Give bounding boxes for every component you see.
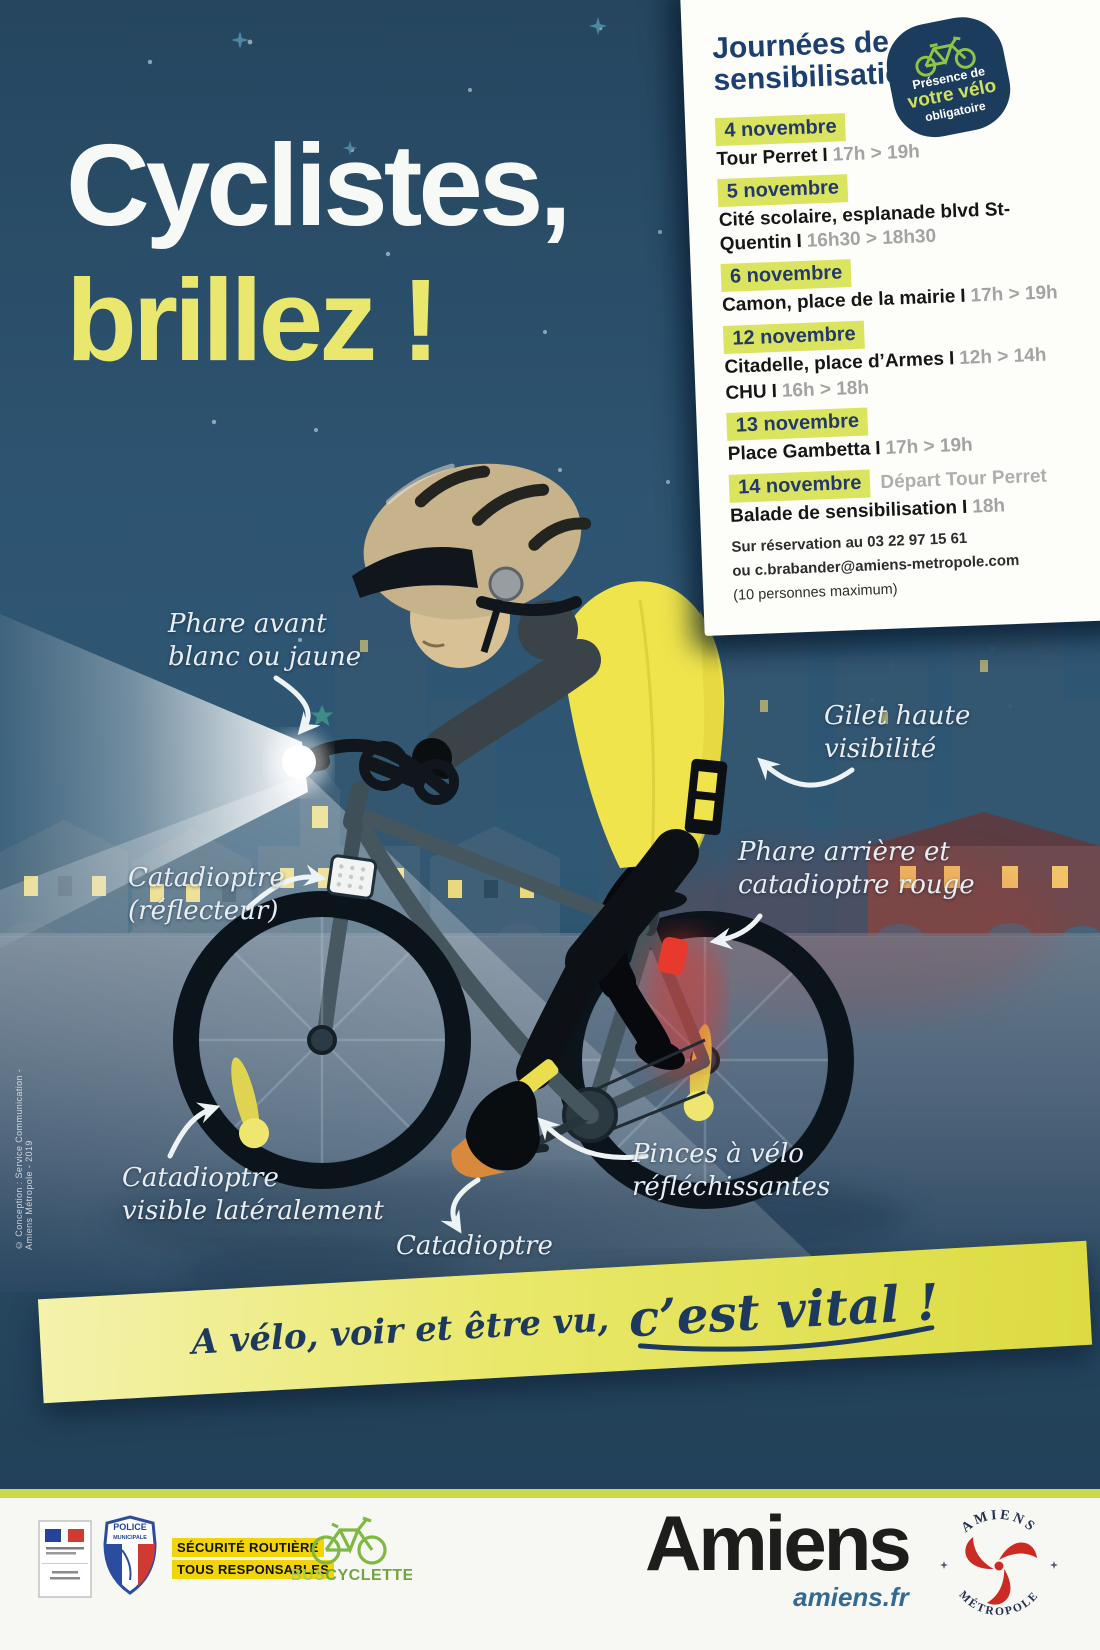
arrow-front-reflector <box>245 864 327 911</box>
front-wheel-reflector <box>231 1057 270 1149</box>
arrow-vest <box>757 757 855 788</box>
label-front-light: Phare avant blanc ou jaune <box>168 609 362 673</box>
event-list: 4 novembre Tour Perret I 17h > 19h 5 novem… <box>714 104 1100 528</box>
event-location: Tour Perret <box>716 145 818 170</box>
arrow-pedal-reflector <box>440 1177 481 1234</box>
label-side-reflector: Catadioptre visible latéralement <box>122 1163 384 1227</box>
credit-line: © Conception : Service Communication - A… <box>14 1068 34 1250</box>
cyclist-illustration <box>173 463 854 1209</box>
event-separator: I <box>874 438 881 460</box>
amiens-name: Amiens <box>645 1499 912 1587</box>
event-date: 5 novembre <box>717 174 849 208</box>
police-sublabel: MUNICIPALE <box>113 1535 147 1541</box>
metropole-star-left <box>940 1561 948 1569</box>
event-location: Balade de sensibilisation <box>729 496 958 527</box>
amiens-url: amiens.fr <box>793 1582 909 1613</box>
event-date: 6 novembre <box>720 259 852 293</box>
poster-title: Cyclistes, brillez ! <box>66 118 572 387</box>
green-bike-icon <box>311 1516 387 1565</box>
event-date: 4 novembre <box>714 112 847 146</box>
securite-line2: TOUS RESPONSABLES <box>172 1560 335 1579</box>
event-time: 17h > 19h <box>885 434 974 459</box>
buscyclette-suffix: CYCLETTE <box>325 1567 412 1584</box>
slogan-part2-wrap: c’est vital ! <box>627 1272 940 1352</box>
label-rear-light: Phare arrière et catadioptre rouge <box>738 837 975 901</box>
bicycle-icon <box>915 36 976 77</box>
helmet-strap-hub <box>488 566 524 602</box>
label-pedal-reflector: Catadioptre <box>396 1231 553 1261</box>
svg-text:AMIENS: AMIENS <box>959 1508 1040 1536</box>
arrow-pedal-clips <box>537 1117 649 1160</box>
poster-title-line2: brillez ! <box>66 254 440 385</box>
event-item: 12 novembre Citadelle, place d’Armes I 12h… <box>722 312 1098 405</box>
event-time: 17h > 19h <box>970 282 1059 307</box>
schedule-card: Journées de sensibilisation Présence de … <box>679 0 1100 636</box>
event-separator: I <box>771 380 778 402</box>
label-vest: Gilet haute visibilité <box>824 701 971 765</box>
government-logo <box>38 1520 92 1598</box>
event-location: Place Gambetta <box>727 438 871 465</box>
rear-light-haze <box>635 845 1055 1015</box>
metropole-top-text: AMIENS <box>959 1508 1037 1536</box>
event-separator: I <box>822 144 829 166</box>
hi-vis-vest <box>560 581 728 868</box>
label-front-reflector: Catadioptre (réflecteur) <box>128 863 285 927</box>
bike-required-badge: Présence de votre vélo obligatoire <box>879 9 1018 145</box>
police-label: POLICE <box>113 1522 147 1532</box>
event-item: 5 novembre Cité scolaire, esplanade blvd… <box>717 165 1092 256</box>
event-time: 17h > 19h <box>832 141 921 166</box>
svg-text:BUSCYCLETTE: BUSCYCLETTE <box>292 1567 412 1584</box>
event-location: CHU <box>725 380 768 404</box>
police-municipale-badge: POLICE MUNICIPALE <box>103 1515 157 1595</box>
buscyclette-prefix: BUS <box>292 1567 325 1584</box>
event-time: 16h > 18h <box>781 376 870 402</box>
event-item: 6 novembre Camon, place de la mairie I 17h… <box>720 250 1095 318</box>
headlight <box>282 745 316 779</box>
helmet-visor <box>352 547 478 598</box>
slogan-part1: A vélo, voir et être vu, <box>190 1298 622 1363</box>
event-time: 12h > 14h <box>958 344 1047 369</box>
fork-reflector-plate <box>326 854 378 900</box>
slogan-banner: A vélo, voir et être vu, c’est vital ! <box>37 1240 1093 1404</box>
event-item: 13 novembre Place Gambetta I 17h > 19h <box>726 399 1100 467</box>
arrow-rear-light <box>709 913 763 950</box>
event-separator: I <box>948 348 955 370</box>
event-date: 14 novembre <box>728 469 871 503</box>
securite-line1: SÉCURITÉ ROUTIÈRE <box>172 1538 324 1557</box>
footer: POLICE MUNICIPALE SÉCURITÉ ROUTIÈRE TOUS… <box>0 1498 1100 1650</box>
arrow-side-reflector <box>167 1102 221 1159</box>
arrow-front-light <box>273 675 321 736</box>
event-date: 13 novembre <box>726 407 869 441</box>
rider-head <box>352 463 592 668</box>
footer-stripe <box>0 1489 1100 1498</box>
underline-swoosh <box>637 1324 935 1352</box>
event-separator: I <box>796 230 803 252</box>
event-time: 16h30 > 18h30 <box>806 225 937 252</box>
rear-light <box>657 936 689 976</box>
amiens-wordmark: Amiens amiens.fr <box>645 1499 912 1613</box>
securite-routiere-logo: SÉCURITÉ ROUTIÈRE TOUS RESPONSABLES <box>172 1538 335 1582</box>
shoe-sole <box>451 1138 506 1178</box>
metropole-emblem <box>965 1537 1037 1605</box>
annotation-arrows <box>167 675 855 1234</box>
front-wheel <box>173 891 471 1189</box>
headlight-beam <box>0 614 308 948</box>
buscyclette-logo: BUSCYCLETTE <box>292 1516 412 1584</box>
vest-pocket <box>684 758 728 836</box>
event-separator: I <box>959 286 967 308</box>
poster-title-line1: Cyclistes, <box>66 120 572 250</box>
reservation-info: Sur réservation au 03 22 97 15 61 ou c.b… <box>731 523 1100 606</box>
event-note: Départ Tour Perret <box>880 465 1048 493</box>
shoe <box>465 1080 540 1171</box>
event-date: 12 novembre <box>722 320 866 354</box>
event-item: 14 novembre Départ Tour Perret Balade de … <box>728 460 1100 528</box>
metropole-star-right <box>1050 1561 1058 1569</box>
amiens-metropole-logo: AMIENS MÉTROPOLE <box>940 1508 1058 1618</box>
event-time: 18h <box>971 494 1006 518</box>
label-pedal-clips: Pinces à vélo réfléchissantes <box>632 1139 831 1203</box>
event-separator: I <box>961 496 968 518</box>
